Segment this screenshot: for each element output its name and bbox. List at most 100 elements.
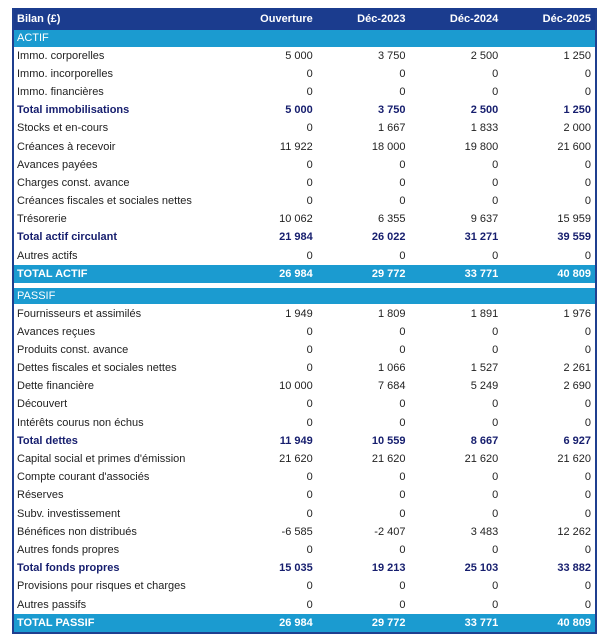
row-value: 5 000	[285, 49, 313, 62]
row-value: 0	[492, 416, 499, 429]
table-row: Fournisseurs et assimilés 1 949 1 809 1 891…	[14, 304, 595, 322]
table-row: Provisions pour risques et charges 0 0 0 0	[14, 577, 595, 595]
row-label: Immo. incorporelles	[17, 67, 113, 80]
row-value: 31 271	[464, 231, 499, 244]
row-value: 0	[492, 176, 499, 189]
row-value: 9 637	[470, 213, 499, 226]
row-value: 0	[584, 471, 591, 484]
row-value: 40 809	[502, 613, 595, 632]
row-value: 0	[306, 195, 313, 208]
column-header: Déc-2023	[316, 8, 410, 30]
row-value: 33 882	[557, 562, 591, 575]
table-row: Créances à recevoir 11 922 18 000 19 800 21 …	[14, 137, 595, 155]
row-value: 5 249	[470, 380, 499, 393]
row-value: 0	[399, 85, 406, 98]
column-header: Déc-2025	[502, 8, 595, 30]
row-value: 1 891	[470, 307, 499, 320]
table-row: Bénéfices non distribués -6 585 -2 407 3 48…	[14, 523, 595, 541]
row-label: TOTAL PASSIF	[14, 613, 224, 632]
row-label: Immo. corporelles	[17, 49, 105, 62]
grand-total-row: TOTAL ACTIF 26 984 29 772 33 771 40 809	[14, 264, 595, 283]
row-value: 26 022	[371, 231, 406, 244]
row-label: Trésorerie	[17, 213, 67, 226]
row-value: 11 949	[279, 434, 313, 447]
table-row: Immo. corporelles 5 000 3 750 2 500 1 250	[14, 47, 595, 65]
row-value: 3 750	[377, 104, 406, 117]
table-row: Subv. investissement 0 0 0 0	[14, 505, 595, 523]
table-row: Compte courant d'associés 0 0 0 0	[14, 468, 595, 486]
row-value: 1 527	[470, 362, 499, 375]
table-row: Immo. financières 0 0 0 0	[14, 83, 595, 101]
row-value: 0	[584, 249, 591, 262]
section-header-actif: ACTIF	[14, 30, 595, 47]
subtotal-row: Total immobilisations 5 000 3 750 2 500 1 25…	[14, 101, 595, 119]
row-value: 29 772	[316, 264, 410, 283]
row-value: 0	[584, 489, 591, 502]
row-value: 0	[584, 580, 591, 593]
row-value: 10 559	[371, 434, 406, 447]
row-value: 0	[492, 85, 499, 98]
row-value: 1 250	[563, 104, 591, 117]
row-value: 0	[399, 343, 406, 356]
row-value: 33 771	[409, 613, 503, 632]
row-value: 15 959	[557, 213, 591, 226]
table-row: Charges const. avance 0 0 0 0	[14, 174, 595, 192]
subtotal-row: Total dettes 11 949 10 559 8 667 6 927	[14, 432, 595, 450]
row-label: Fournisseurs et assimilés	[17, 307, 142, 320]
row-label: Total dettes	[17, 434, 78, 447]
table-row: Autres actifs 0 0 0 0	[14, 247, 595, 265]
row-value: 3 750	[377, 49, 406, 62]
table-title: Bilan (£)	[14, 8, 224, 30]
row-value: 0	[399, 507, 406, 520]
row-value: 0	[584, 176, 591, 189]
row-value: 0	[306, 67, 313, 80]
section-label: ACTIF	[14, 30, 595, 47]
row-value: 21 620	[464, 453, 499, 466]
row-value: -2 407	[374, 525, 406, 538]
row-value: 6 927	[563, 434, 591, 447]
row-label: Avances payées	[17, 158, 98, 171]
row-value: 0	[492, 195, 499, 208]
row-value: 0	[584, 325, 591, 338]
row-value: 0	[584, 398, 591, 411]
balance-sheet-table: Bilan (£) Ouverture Déc-2023 Déc-2024 Dé…	[14, 8, 595, 632]
row-label: Charges const. avance	[17, 176, 130, 189]
row-value: 0	[306, 325, 313, 338]
table-row: Autres fonds propres 0 0 0 0	[14, 541, 595, 559]
table-row: Produits const. avance 0 0 0 0	[14, 341, 595, 359]
row-value: 0	[584, 416, 591, 429]
row-value: 0	[306, 85, 313, 98]
row-label: Produits const. avance	[17, 343, 129, 356]
row-value: 39 559	[557, 231, 591, 244]
row-value: 0	[399, 249, 406, 262]
row-label: Provisions pour risques et charges	[17, 580, 186, 593]
row-value: 0	[399, 176, 406, 189]
row-value: -6 585	[281, 525, 313, 538]
row-value: 12 262	[557, 525, 591, 538]
row-value: 0	[306, 598, 313, 611]
subtotal-row: Total actif circulant 21 984 26 022 31 271 3…	[14, 228, 595, 246]
row-value: 0	[306, 122, 313, 135]
row-label: Autres passifs	[17, 598, 87, 611]
row-value: 26 984	[224, 264, 317, 283]
row-label: Créances fiscales et sociales nettes	[17, 195, 192, 208]
row-label: Stocks et en-cours	[17, 122, 109, 135]
header-row: Bilan (£) Ouverture Déc-2023 Déc-2024 Dé…	[14, 8, 595, 30]
row-value: 0	[399, 471, 406, 484]
table-row: Stocks et en-cours 0 1 667 1 833 2 000	[14, 119, 595, 137]
row-value: 2 500	[470, 49, 499, 62]
row-label: Découvert	[17, 398, 68, 411]
row-value: 0	[306, 580, 313, 593]
table-body: ACTIF Immo. corporelles 5 000 3 750 2 500 1 2…	[14, 30, 595, 632]
row-value: 21 620	[279, 453, 313, 466]
section-header-passif: PASSIF	[14, 287, 595, 305]
row-value: 0	[584, 67, 591, 80]
row-value: 0	[306, 362, 313, 375]
row-value: 0	[399, 598, 406, 611]
row-value: 21 620	[557, 453, 591, 466]
row-value: 0	[584, 158, 591, 171]
balance-sheet: Bilan (£) Ouverture Déc-2023 Déc-2024 Dé…	[12, 8, 597, 634]
row-value: 29 772	[316, 613, 410, 632]
row-value: 25 103	[464, 562, 499, 575]
row-value: 0	[492, 471, 499, 484]
